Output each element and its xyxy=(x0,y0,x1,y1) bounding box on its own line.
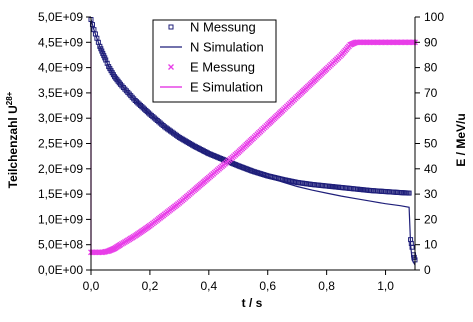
data-point xyxy=(148,112,154,118)
y-left-tick-label: 3,5E+09 xyxy=(38,86,83,100)
y-left-tick-label: 5,0E+09 xyxy=(38,10,83,24)
legend: N Messung N Simulation E Messung E Simulati… xyxy=(152,19,277,103)
y-axis-left-title-base: Teilchenzahl U xyxy=(6,105,20,188)
y-left-tick-label: 2,5E+09 xyxy=(38,137,83,151)
y-axis-left-title: Teilchenzahl U28+ xyxy=(5,91,20,188)
y-left-tick-label: 4,0E+09 xyxy=(38,61,83,75)
legend-label: N Messung xyxy=(190,20,256,35)
data-point xyxy=(157,120,163,126)
y-axis-right-title: E / MeV/u xyxy=(454,113,468,166)
legend-label: N Simulation xyxy=(190,40,264,55)
x-tick-label: 0,6 xyxy=(259,279,276,293)
legend-swatch xyxy=(168,64,174,70)
y-right-tick-label: 0 xyxy=(424,263,431,277)
x-tick-label: 0,4 xyxy=(200,279,217,293)
y-left-tick-label: 1,0E+09 xyxy=(38,212,83,226)
legend-box xyxy=(152,19,277,103)
data-point xyxy=(146,110,152,116)
y-left-tick-label: 2,0E+09 xyxy=(38,162,83,176)
legend-label: E Messung xyxy=(190,60,255,75)
y-right-tick-label: 20 xyxy=(424,212,438,226)
y-left-tick-label: 1,5E+09 xyxy=(38,187,83,201)
legend-label: E Simulation xyxy=(190,80,263,95)
y-right-tick-label: 30 xyxy=(424,187,438,201)
y-right-tick-label: 10 xyxy=(424,238,438,252)
legend-swatch-stroke xyxy=(168,64,174,70)
data-point xyxy=(103,57,109,63)
axes-layer: 0,0 0,2 0,4 0,6 0,8 1,0 0,0E+00 5,0E+08 1,0E+09 1… xyxy=(38,10,444,293)
y-right-tick-label: 70 xyxy=(424,86,438,100)
y-axis-left-title-sup: 28+ xyxy=(5,91,14,105)
y-right-tick-label: 60 xyxy=(424,111,438,125)
y-left-tick-label: 4,5E+09 xyxy=(38,35,83,49)
data-point xyxy=(89,22,95,28)
series-layer xyxy=(88,17,418,266)
data-point xyxy=(409,244,415,250)
data-point xyxy=(406,190,412,196)
data-point xyxy=(153,116,159,122)
y-right-tick-label: 90 xyxy=(424,35,438,49)
x-tick-label: 1,0 xyxy=(377,279,394,293)
data-point xyxy=(411,252,417,258)
y-right-tick-label: 100 xyxy=(424,10,444,24)
x-tick-label: 0,0 xyxy=(83,279,100,293)
data-point xyxy=(150,114,156,120)
y-right-tick-label: 80 xyxy=(424,61,438,75)
data-point xyxy=(154,117,160,123)
x-axis-title: t / s xyxy=(242,296,263,310)
y-left-tick-label: 3,0E+09 xyxy=(38,111,83,125)
series-markers-n-messung xyxy=(88,17,418,263)
legend-swatch xyxy=(168,24,174,30)
data-point xyxy=(147,111,153,117)
y-left-tick-label: 0,0E+00 xyxy=(38,263,83,277)
data-point xyxy=(151,115,157,121)
x-tick-label: 0,2 xyxy=(142,279,159,293)
data-point xyxy=(156,119,162,125)
y-right-tick-label: 40 xyxy=(424,162,438,176)
series-markers-e-messung xyxy=(88,39,418,256)
data-point xyxy=(159,121,165,127)
y-right-tick-label: 50 xyxy=(424,137,438,151)
x-tick-label: 0,8 xyxy=(318,279,335,293)
data-point xyxy=(104,60,110,66)
y-left-tick-label: 5,0E+08 xyxy=(38,238,83,252)
data-point xyxy=(411,254,417,260)
